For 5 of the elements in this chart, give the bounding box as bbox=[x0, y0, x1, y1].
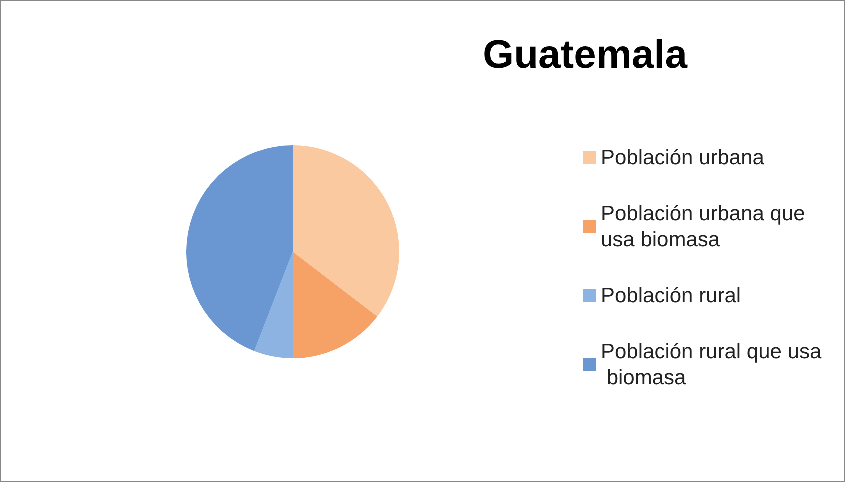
legend-label: Población urbana que usa biomasa bbox=[601, 202, 812, 252]
chart-title: Guatemala bbox=[483, 33, 688, 77]
legend-label: Población rural que usa biomasa bbox=[601, 340, 822, 390]
legend-label: Población rural bbox=[601, 284, 742, 308]
legend-label: Población urbana bbox=[601, 146, 765, 170]
